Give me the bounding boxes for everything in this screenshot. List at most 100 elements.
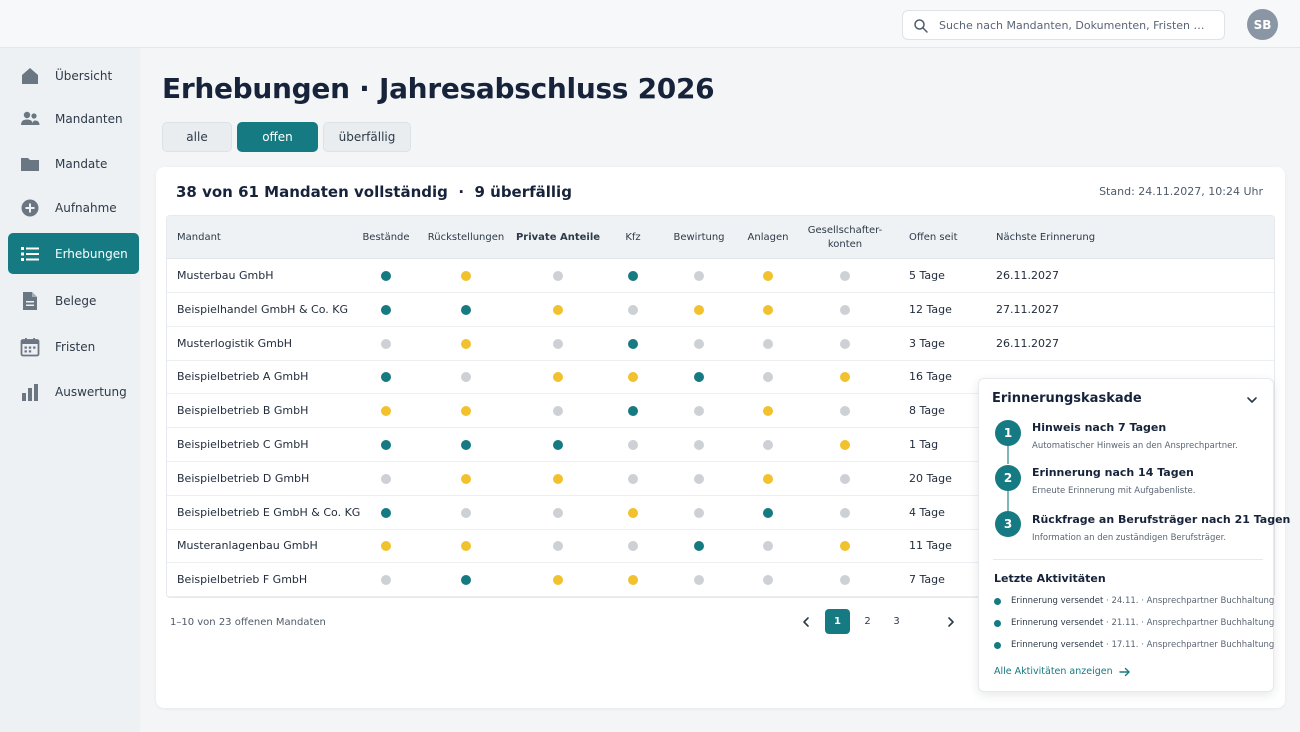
status-dot bbox=[694, 406, 704, 417]
offen-seit: 5 Tage bbox=[909, 269, 945, 282]
filter-tab-offen[interactable]: offen bbox=[237, 122, 318, 152]
activity-target: Ansprechpartner Buchhaltung bbox=[1146, 640, 1275, 650]
page-button-3[interactable]: 3 bbox=[893, 616, 900, 627]
search-input[interactable] bbox=[939, 11, 1219, 39]
table-row[interactable]: Beispielbetrieb D GmbH 20 Tage bbox=[167, 462, 1274, 496]
offen-seit: 12 Tage bbox=[909, 302, 952, 316]
activity-date: 24.11. bbox=[1111, 596, 1139, 606]
status-dot bbox=[553, 541, 563, 552]
table-row[interactable]: Beispielbetrieb B GmbH 8 Tage bbox=[167, 394, 1274, 429]
sidebar-item--bersicht[interactable]: Übersicht bbox=[8, 55, 139, 96]
status-dot bbox=[553, 507, 563, 518]
status-dot bbox=[461, 575, 471, 586]
table-row[interactable]: Musterlogistik GmbH 3 Tage 26.11.2027 bbox=[167, 327, 1274, 361]
status-dot bbox=[628, 575, 638, 586]
page-button-2[interactable]: 2 bbox=[864, 616, 871, 627]
chevron-right-icon bbox=[947, 616, 954, 627]
status-dot bbox=[840, 440, 850, 450]
filter-tab-ueberfaellig[interactable]: überfällig bbox=[323, 122, 411, 152]
user-avatar[interactable]: SB bbox=[1247, 9, 1278, 40]
list-icon bbox=[21, 247, 39, 261]
mandant-name: Beispielhandel GmbH & Co. KG bbox=[177, 302, 348, 316]
sidebar-item-belege[interactable]: Belege bbox=[8, 280, 139, 321]
offen-seit: 3 Tage bbox=[909, 336, 945, 350]
status-dot bbox=[840, 372, 850, 383]
mandant-name: Beispielbetrieb B GmbH bbox=[177, 404, 309, 418]
next-page-button[interactable] bbox=[938, 609, 963, 634]
step-connector bbox=[1007, 491, 1009, 511]
step-number: 1 bbox=[995, 420, 1021, 446]
table-row[interactable]: Beispielbetrieb A GmbH 16 Tage bbox=[167, 360, 1274, 395]
naechste-erinnerung: 26.11.2027 bbox=[996, 336, 1059, 350]
column-header: Bestände bbox=[362, 231, 410, 243]
sidebar-item-erhebungen[interactable]: Erhebungen bbox=[8, 233, 139, 274]
status-dot bbox=[694, 541, 704, 552]
status-dot bbox=[553, 473, 563, 484]
status-dot bbox=[694, 338, 704, 349]
status-dot bbox=[763, 304, 773, 315]
status-dot bbox=[628, 271, 638, 281]
table-row[interactable]: Musteranlagenbau GmbH 11 Tage bbox=[167, 529, 1274, 564]
status-dot bbox=[381, 338, 391, 349]
table-row[interactable]: Musterbau GmbH 5 Tage 26.11.2027 bbox=[167, 259, 1274, 293]
sidebar-item-mandate[interactable]: Mandate bbox=[8, 143, 139, 184]
mandant-name: Musteranlagenbau GmbH bbox=[177, 539, 318, 553]
table-row[interactable]: Beispielbetrieb C GmbH 1 Tag bbox=[167, 428, 1274, 462]
filter-tab-alle[interactable]: alle bbox=[162, 122, 232, 152]
document-icon bbox=[23, 292, 37, 310]
sidebar-item-auswertung[interactable]: Auswertung bbox=[8, 371, 139, 412]
status-dot bbox=[461, 473, 471, 484]
activity-action: Erinnerung versendet bbox=[1011, 640, 1104, 650]
status-dot bbox=[694, 304, 704, 315]
separator: · bbox=[1103, 618, 1112, 628]
status-dot bbox=[461, 541, 471, 552]
mandant-name: Beispielbetrieb C GmbH bbox=[177, 438, 309, 451]
column-header: Bewirtung bbox=[673, 231, 725, 243]
status-dot bbox=[381, 406, 391, 417]
sidebar-item-label: Auswertung bbox=[55, 384, 127, 399]
step-title: Hinweis nach 7 Tagen bbox=[1032, 421, 1167, 434]
status-dot bbox=[553, 406, 563, 417]
search-box[interactable] bbox=[902, 10, 1225, 40]
sidebar-item-aufnahme[interactable]: Aufnahme bbox=[8, 187, 139, 228]
status-dot bbox=[628, 473, 638, 484]
all-activities-link[interactable]: Alle Aktivitäten anzeigen bbox=[994, 666, 1131, 677]
status-dot bbox=[461, 440, 471, 450]
column-header: Kfz bbox=[625, 231, 641, 243]
status-dot bbox=[763, 406, 773, 417]
table-row[interactable]: Beispielhandel GmbH & Co. KG 12 Tage 27.11… bbox=[167, 293, 1274, 327]
status-dot bbox=[381, 575, 391, 586]
status-dot bbox=[840, 507, 850, 518]
separator: · bbox=[1138, 596, 1147, 606]
calendar-icon bbox=[20, 338, 40, 357]
status-dot bbox=[381, 372, 391, 383]
offen-seit: 16 Tage bbox=[909, 370, 952, 384]
status-dot bbox=[840, 271, 850, 281]
mandant-name: Beispielbetrieb E GmbH & Co. KG bbox=[177, 505, 361, 519]
status-dot bbox=[628, 440, 638, 450]
page-button-1[interactable]: 1 bbox=[825, 609, 850, 634]
arrow-right-icon bbox=[1118, 667, 1130, 676]
table-row[interactable]: Beispielbetrieb E GmbH & Co. KG 4 Tage bbox=[167, 496, 1274, 530]
activity-item: Erinnerung versendet · 21.11. · Ansprech… bbox=[994, 616, 1274, 630]
sidebar-item-fristen[interactable]: Fristen bbox=[8, 326, 139, 367]
chevron-down-icon[interactable] bbox=[1245, 393, 1259, 407]
status-dot bbox=[694, 271, 704, 281]
sidebar-item-label: Fristen bbox=[55, 339, 96, 354]
top-bar: SB bbox=[0, 0, 1300, 48]
column-header-offen-seit: Offen seit bbox=[909, 231, 958, 243]
prev-page-button[interactable] bbox=[793, 609, 818, 634]
status-dot bbox=[381, 271, 391, 281]
status-dot bbox=[461, 507, 471, 518]
divider bbox=[993, 559, 1263, 560]
status-dot bbox=[628, 406, 638, 417]
status-dot bbox=[381, 304, 391, 315]
status-dot bbox=[763, 440, 773, 450]
column-header-naechste-erinnerung: Nächste Erinnerung bbox=[996, 231, 1096, 243]
table-row[interactable]: Beispielbetrieb F GmbH 7 Tage bbox=[167, 563, 1274, 597]
reminder-cascade-panel: Erinnerungskaskade 1 Hinweis nach 7 Tage… bbox=[978, 378, 1290, 692]
sidebar-item-mandanten[interactable]: Mandanten bbox=[8, 98, 139, 139]
status-dot bbox=[381, 440, 391, 450]
status-dot bbox=[763, 338, 773, 349]
offen-seit: 11 Tage bbox=[909, 539, 952, 553]
